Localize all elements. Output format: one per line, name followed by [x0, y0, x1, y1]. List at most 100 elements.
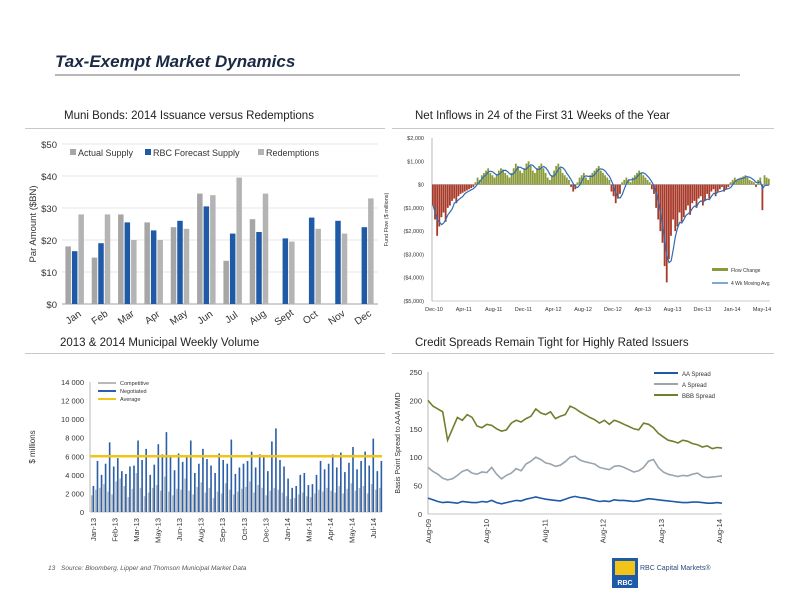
bar	[124, 222, 131, 304]
chart-title-inflows: Net Inflows in 24 of the First 31 Weeks …	[415, 110, 670, 122]
bar	[341, 233, 348, 304]
x-tick-label: Aug-12	[599, 519, 608, 543]
bar	[319, 460, 322, 512]
bar	[92, 486, 95, 512]
bar	[210, 195, 216, 304]
flow-bar	[570, 184, 572, 187]
bar	[380, 460, 383, 512]
flow-bar	[565, 177, 568, 185]
bar	[125, 473, 127, 512]
flow-bar	[495, 174, 498, 185]
x-tick-label: Jan-13	[89, 518, 98, 541]
flow-bar	[665, 184, 668, 283]
flow-bar	[578, 177, 581, 185]
flow-bar	[740, 177, 743, 185]
flow-bar	[576, 182, 579, 185]
x-tick-label: Dec-12	[604, 307, 622, 313]
y-tick-label: ($1,000)	[404, 206, 425, 212]
flow-bar	[735, 179, 738, 185]
bar	[164, 476, 166, 512]
y-tick-label: $30	[41, 204, 57, 215]
bar	[104, 463, 107, 512]
y-tick-label: 0	[418, 510, 422, 519]
bar	[293, 498, 296, 512]
x-tick-label: May-14	[753, 307, 771, 313]
flow-bar	[487, 168, 490, 185]
bar	[184, 478, 186, 512]
flow-bar	[644, 177, 647, 185]
flow-bar	[640, 172, 643, 185]
bar	[245, 486, 247, 512]
x-tick-label: Dec-13	[693, 307, 711, 313]
flow-bar	[449, 184, 451, 206]
bar	[173, 470, 176, 512]
x-tick-label: Aug-14	[715, 519, 724, 543]
bar	[177, 220, 183, 304]
x-tick-label: Aug-13	[664, 307, 682, 313]
bar	[318, 489, 320, 512]
bar	[198, 463, 200, 512]
bar	[250, 451, 253, 512]
flow-bar	[625, 177, 628, 185]
flow-bar	[629, 182, 632, 185]
flow-bar	[623, 179, 626, 185]
bar	[271, 441, 273, 512]
flow-bar	[561, 172, 564, 185]
bar	[370, 484, 373, 512]
flow-bar	[510, 172, 513, 185]
flow-bar	[536, 168, 538, 185]
x-tick-label: Jun-13	[175, 518, 184, 541]
bar	[234, 473, 237, 512]
flow-bar	[718, 184, 721, 190]
bar	[100, 474, 103, 512]
bar	[256, 232, 262, 304]
flow-bar	[440, 184, 443, 218]
bar	[311, 484, 314, 512]
bar	[226, 463, 229, 512]
flow-bar	[684, 184, 687, 211]
legend-swatch	[145, 149, 151, 155]
flow-bar	[653, 184, 655, 194]
bar	[246, 460, 249, 512]
bar	[157, 444, 160, 512]
bar	[297, 494, 300, 512]
x-tick-label: Jul-14	[369, 518, 378, 538]
bar	[307, 485, 310, 512]
bar	[147, 492, 150, 512]
bar	[282, 238, 289, 304]
y-axis-label: Fund Flow ($ millions)	[384, 192, 390, 246]
flow-bar	[697, 184, 700, 199]
x-tick-label: Aug-12	[574, 307, 592, 313]
bar	[315, 474, 318, 512]
flow-bar	[476, 177, 479, 185]
bar	[281, 492, 284, 512]
flow-bar	[610, 184, 613, 192]
bar	[71, 251, 78, 304]
bar	[139, 487, 142, 512]
x-tick-label: Oct-13	[240, 518, 249, 541]
bar	[169, 457, 172, 512]
bar	[99, 487, 101, 512]
bar	[350, 483, 353, 512]
bar	[305, 496, 308, 512]
flow-bar	[746, 177, 749, 185]
legend-label: Actual Supply	[78, 148, 134, 158]
y-tick-label: 150	[409, 425, 422, 434]
flow-bar	[650, 184, 653, 190]
bar	[314, 493, 316, 512]
flow-bar	[712, 184, 715, 190]
flow-bar	[544, 172, 547, 185]
bar	[310, 497, 312, 512]
flow-bar	[587, 179, 589, 185]
flow-bar	[616, 184, 619, 199]
flow-bar	[742, 176, 745, 185]
bar	[364, 451, 366, 512]
flow-bar	[614, 184, 617, 204]
y-tick-label: 4 000	[65, 471, 84, 480]
bar	[335, 220, 341, 304]
bar	[118, 214, 124, 304]
y-tick-label: ($4,000)	[404, 276, 425, 282]
bar	[368, 198, 374, 304]
flow-bar	[663, 184, 666, 267]
flow-bar	[604, 175, 606, 185]
